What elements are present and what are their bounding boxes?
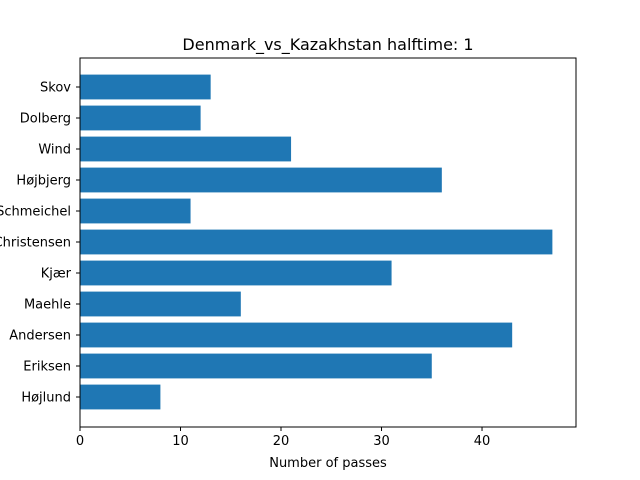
y-tick-label: Højbjerg bbox=[16, 174, 71, 189]
x-tick-label: 40 bbox=[474, 434, 491, 449]
bar bbox=[80, 322, 513, 348]
y-tick-label: Christensen bbox=[0, 236, 71, 251]
bar bbox=[80, 384, 161, 410]
y-tick-label: Dolberg bbox=[20, 112, 71, 127]
y-tick-label: Wind bbox=[38, 143, 71, 158]
y-tick-label: Skov bbox=[40, 81, 71, 96]
chart-title: Denmark_vs_Kazakhstan halftime: 1 bbox=[182, 35, 473, 55]
bar bbox=[80, 136, 292, 162]
y-tick-label: Kjær bbox=[41, 267, 72, 282]
y-tick-label: Andersen bbox=[9, 329, 71, 344]
bar bbox=[80, 353, 432, 379]
y-tick-label: Højlund bbox=[21, 391, 71, 406]
bar bbox=[80, 105, 201, 131]
bar bbox=[80, 167, 442, 193]
x-axis-ticks: 0 10 20 30 40 bbox=[76, 427, 490, 449]
x-tick-label: 20 bbox=[273, 434, 290, 449]
y-tick-label: Maehle bbox=[24, 298, 71, 313]
bar bbox=[80, 260, 392, 286]
y-tick-label: Schmeichel bbox=[0, 205, 71, 220]
bar bbox=[80, 229, 553, 255]
y-tick-label: Eriksen bbox=[23, 360, 71, 375]
y-axis-ticks: Skov Dolberg Wind Højbjerg Schmeichel Christe… bbox=[0, 81, 80, 406]
x-axis-label: Number of passes bbox=[269, 456, 387, 471]
x-tick-label: 0 bbox=[76, 434, 84, 449]
x-tick-label: 10 bbox=[172, 434, 189, 449]
bar bbox=[80, 74, 211, 100]
x-tick-label: 30 bbox=[373, 434, 390, 449]
bars-layer bbox=[80, 74, 553, 410]
bar bbox=[80, 291, 241, 317]
bar bbox=[80, 198, 191, 224]
